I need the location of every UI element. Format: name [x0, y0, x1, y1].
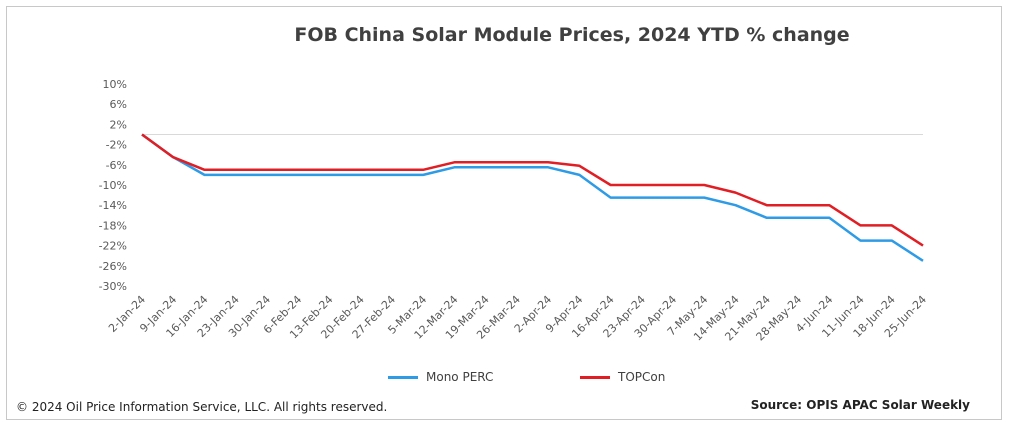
y-tick-label: -26% [99, 260, 127, 273]
y-tick-label: -30% [99, 280, 127, 293]
legend-swatch-topcon [580, 375, 610, 379]
y-tick-label: -2% [106, 139, 127, 152]
legend-item-topcon: TOPCon [580, 370, 665, 384]
legend-label-topcon: TOPCon [618, 370, 666, 384]
series-line-mono-perc [141, 133, 924, 262]
copyright-text: © 2024 Oil Price Information Service, LL… [16, 400, 388, 414]
y-tick-label: 2% [110, 118, 127, 131]
y-tick-label: 10% [103, 78, 127, 91]
legend-label-mono-perc: Mono PERC [426, 370, 494, 384]
y-tick-label: -22% [99, 240, 127, 253]
source-text: Source: OPIS APAC Solar Weekly [750, 398, 970, 412]
legend-item-mono-perc: Mono PERC [388, 370, 493, 384]
legend-swatch-mono-perc [388, 375, 418, 379]
series-line-topcon [141, 133, 924, 247]
y-tick-label: -6% [106, 159, 127, 172]
chart-title: FOB China Solar Module Prices, 2024 YTD … [294, 24, 850, 46]
chart-frame [6, 6, 1002, 420]
y-tick-label: -18% [99, 219, 127, 232]
y-tick-label: 6% [110, 98, 127, 111]
y-tick-label: -10% [99, 179, 127, 192]
y-tick-label: -14% [99, 199, 127, 212]
